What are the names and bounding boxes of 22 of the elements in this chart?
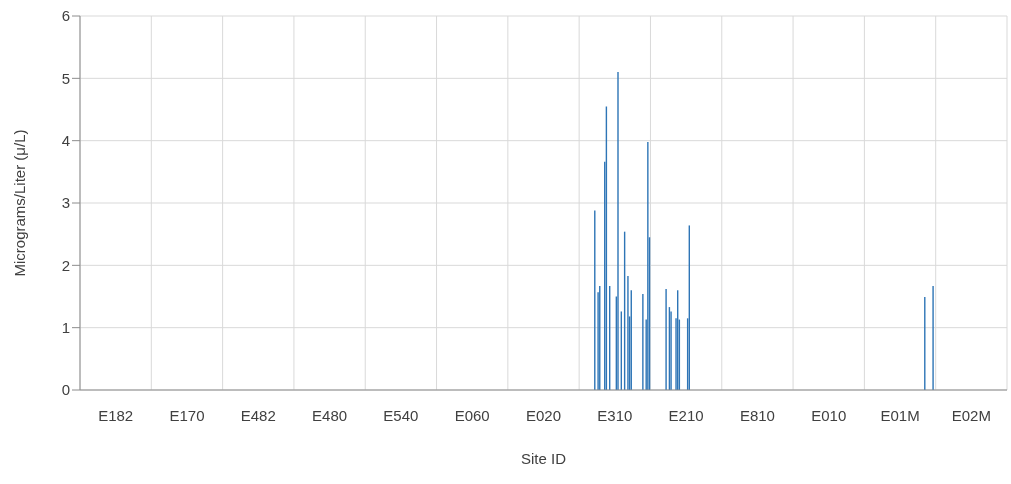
y-tick-label: 3 bbox=[61, 194, 70, 212]
y-tick-label: 0 bbox=[61, 381, 70, 399]
x-axis-title: Site ID bbox=[520, 450, 567, 467]
x-tick-label: E02M bbox=[951, 406, 991, 424]
x-tick-label: E182 bbox=[98, 406, 134, 424]
y-tick-label: 6 bbox=[61, 7, 70, 25]
x-tick-label: E020 bbox=[525, 406, 562, 424]
x-tick-label: E480 bbox=[312, 406, 348, 424]
x-tick-label: E170 bbox=[169, 406, 205, 424]
y-tick-label: 4 bbox=[61, 131, 70, 149]
x-tick-label: E540 bbox=[383, 406, 419, 424]
x-tick-label: E010 bbox=[811, 406, 847, 424]
y-tick-label: 5 bbox=[61, 69, 70, 87]
x-tick-label: E060 bbox=[454, 406, 490, 424]
x-tick-label: E810 bbox=[739, 406, 775, 424]
y-tick-label: 1 bbox=[61, 318, 70, 336]
y-axis-title: Micrograms/Liter (μ/L) bbox=[11, 129, 29, 277]
x-tick-label: E01M bbox=[880, 406, 920, 424]
x-tick-label: E482 bbox=[240, 406, 276, 424]
x-tick-label: E210 bbox=[668, 406, 704, 424]
y-tick-label: 2 bbox=[61, 256, 70, 274]
x-tick-label: E310 bbox=[597, 406, 633, 424]
